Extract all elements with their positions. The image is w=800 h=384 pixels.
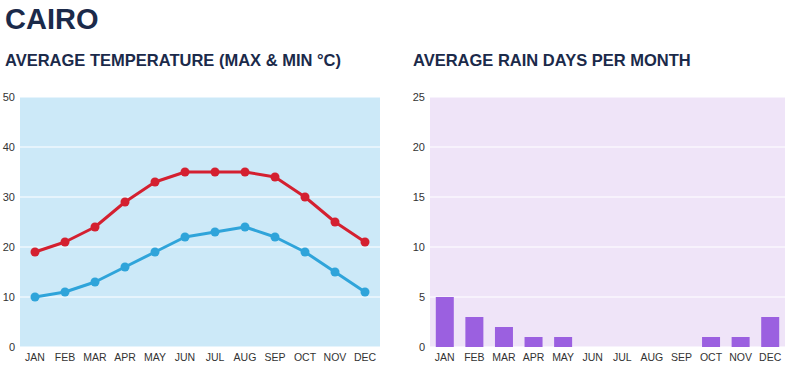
series-line <box>35 227 365 297</box>
y-tick-label: 50 <box>3 91 15 103</box>
chart-title: AVERAGE RAIN DAYS PER MONTH <box>413 51 691 69</box>
grid-line <box>430 246 785 247</box>
grid-line <box>20 246 380 247</box>
grid-line <box>430 196 785 197</box>
x-tick-label: SEP <box>264 351 285 363</box>
series-marker <box>331 218 340 227</box>
series-marker <box>241 223 250 232</box>
series-marker <box>211 168 220 177</box>
chart-0: AVERAGE TEMPERATURE (MAX & MIN °C) 0 10 20 3… <box>3 51 380 363</box>
series-line <box>35 172 365 252</box>
x-tick-label: NOV <box>324 351 347 363</box>
plot-background <box>430 97 785 347</box>
bar <box>643 347 661 348</box>
series-marker <box>61 238 70 247</box>
grid-line <box>20 346 380 347</box>
x-tick-label: JUN <box>175 351 195 363</box>
x-tick-label: SEP <box>671 351 692 363</box>
x-tick-label: FEB <box>464 351 484 363</box>
y-tick-label: 15 <box>413 191 425 203</box>
x-tick-label: MAY <box>552 351 574 363</box>
series-marker <box>211 228 220 237</box>
y-tick-label: 25 <box>413 91 425 103</box>
series-marker <box>121 198 130 207</box>
bar <box>554 337 572 347</box>
x-tick-label: JUL <box>613 351 632 363</box>
bar <box>613 347 631 348</box>
x-tick-label: MAY <box>144 351 166 363</box>
chart-1: AVERAGE RAIN DAYS PER MONTH 0 5 10 15 20 25 JAN… <box>413 51 785 363</box>
x-tick-label: DEC <box>354 351 377 363</box>
bar <box>732 337 750 347</box>
x-tick-label: OCT <box>294 351 317 363</box>
plot-background <box>20 97 380 347</box>
series-marker <box>31 293 40 302</box>
bar <box>525 337 543 347</box>
y-tick-label: 0 <box>419 341 425 353</box>
bar <box>495 327 513 347</box>
y-tick-label: 30 <box>3 191 15 203</box>
y-tick-label: 10 <box>413 241 425 253</box>
y-tick-label: 20 <box>3 241 15 253</box>
series-marker <box>181 233 190 242</box>
x-tick-label: NOV <box>729 351 752 363</box>
bar <box>702 337 720 347</box>
series-marker <box>91 223 100 232</box>
x-tick-label: OCT <box>700 351 723 363</box>
chart-canvas: CAIRO AVERAGE TEMPERATURE (MAX & MIN °C) 0… <box>0 0 800 384</box>
series-marker <box>271 233 280 242</box>
y-tick-label: 40 <box>3 141 15 153</box>
chart-title: AVERAGE TEMPERATURE (MAX & MIN °C) <box>5 51 341 69</box>
x-tick-label: JAN <box>25 351 45 363</box>
x-tick-label: APR <box>114 351 136 363</box>
x-tick-label: FEB <box>55 351 75 363</box>
y-tick-label: 10 <box>3 291 15 303</box>
y-tick-label: 20 <box>413 141 425 153</box>
bar <box>761 317 779 347</box>
page-title: CAIRO <box>5 3 98 35</box>
x-tick-label: JUN <box>582 351 602 363</box>
series-marker <box>301 248 310 257</box>
y-tick-label: 0 <box>9 341 15 353</box>
bar <box>436 297 454 347</box>
grid-line <box>20 296 380 297</box>
series-marker <box>61 288 70 297</box>
grid-line <box>430 96 785 97</box>
bar <box>672 347 690 348</box>
series-marker <box>241 168 250 177</box>
x-tick-label: AUG <box>640 351 663 363</box>
series-marker <box>361 288 370 297</box>
bar <box>465 317 483 347</box>
series-marker <box>301 193 310 202</box>
bar <box>584 347 602 348</box>
marks <box>436 297 779 347</box>
x-tick-label: MAR <box>83 351 107 363</box>
series-marker <box>331 268 340 277</box>
x-tick-label: DEC <box>759 351 782 363</box>
series-marker <box>31 248 40 257</box>
marks <box>31 168 370 302</box>
y-tick-label: 5 <box>419 291 425 303</box>
series-marker <box>361 238 370 247</box>
x-tick-label: MAR <box>492 351 516 363</box>
series-marker <box>91 278 100 287</box>
series-marker <box>151 248 160 257</box>
grid-line <box>20 146 380 147</box>
grid-line <box>20 196 380 197</box>
grid-line <box>20 96 380 97</box>
x-tick-label: JAN <box>435 351 455 363</box>
series-marker <box>271 173 280 182</box>
series-marker <box>181 168 190 177</box>
x-tick-label: AUG <box>234 351 257 363</box>
x-tick-label: APR <box>523 351 545 363</box>
grid-line <box>430 146 785 147</box>
grid-line <box>430 296 785 297</box>
x-tick-label: JUL <box>206 351 225 363</box>
series-marker <box>151 178 160 187</box>
series-marker <box>121 263 130 272</box>
